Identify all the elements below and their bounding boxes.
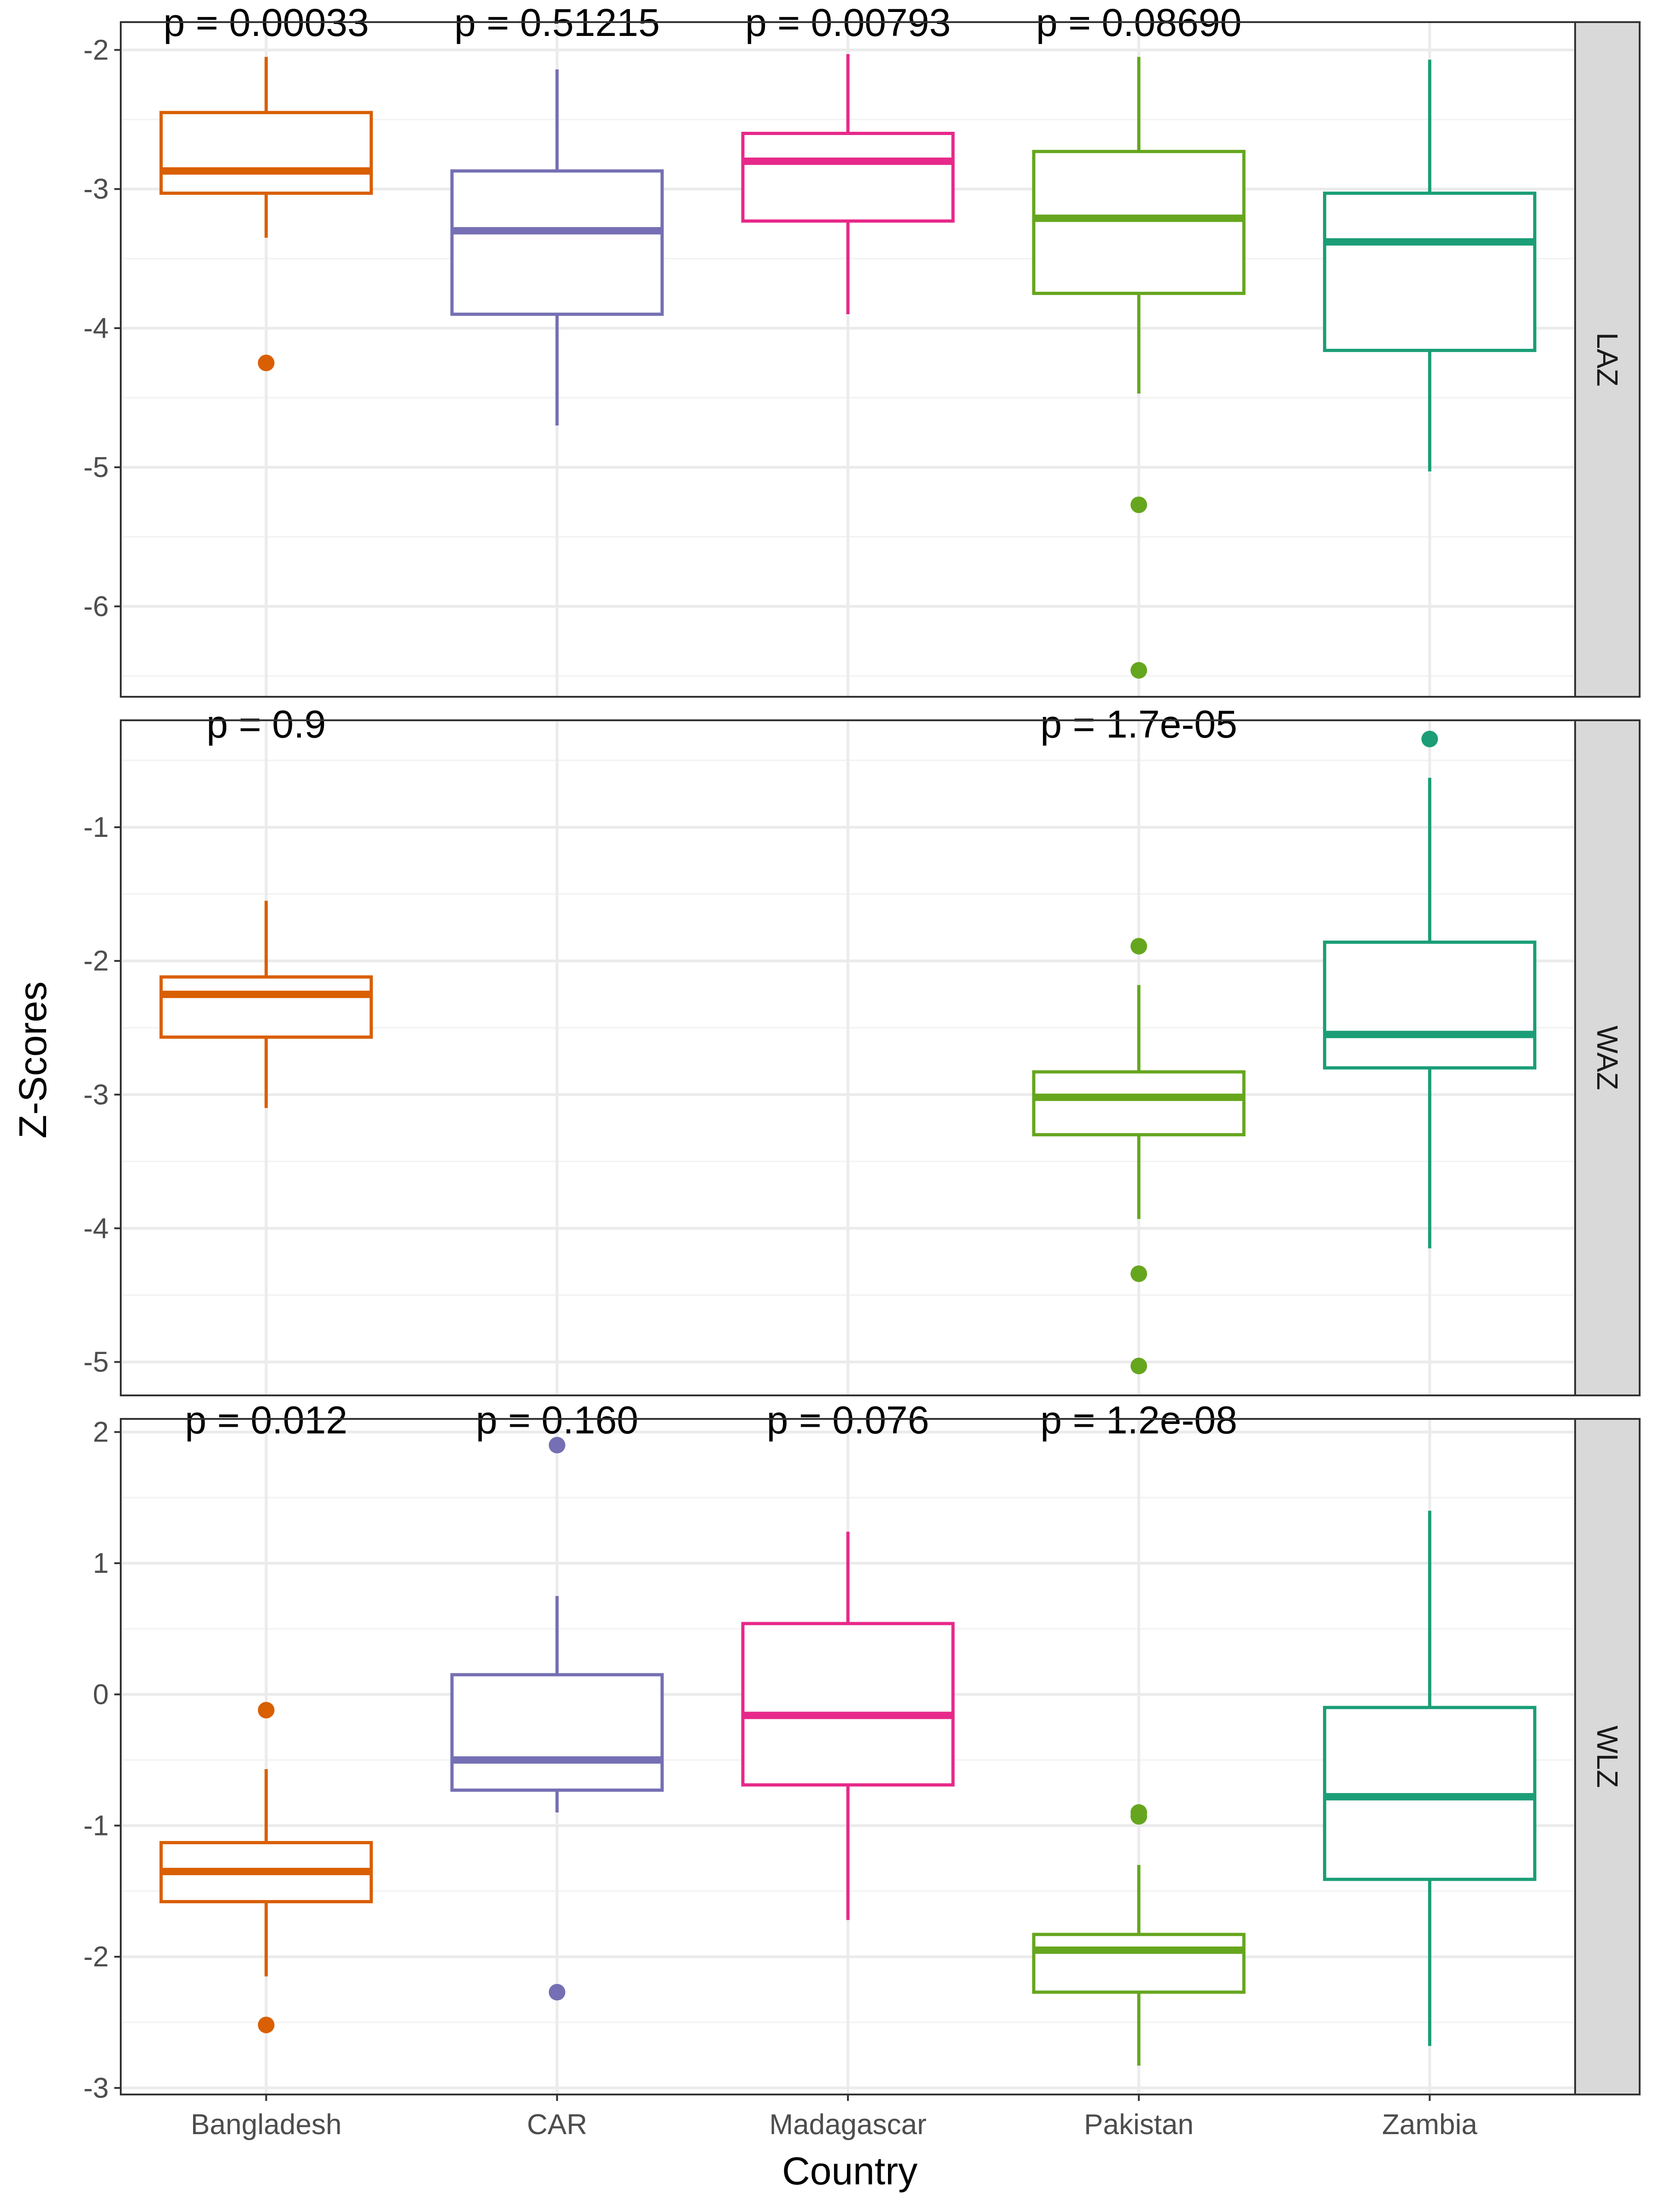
facet-strip-label: WLZ [1591,1725,1624,1788]
y-tick-label: -2 [83,34,109,66]
box-iqr [1323,941,1536,1070]
box-car [450,1436,664,2000]
box-iqr [1032,1933,1246,1994]
y-tick-label: -5 [83,1346,109,1378]
y-tick-label: -2 [83,945,109,977]
p-value-label: p = 0.9 [206,703,326,746]
y-tick-label: -3 [83,173,109,205]
outlier-point [1130,1358,1147,1375]
facet-strip-label: LAZ [1591,332,1624,386]
box-iqr [159,111,373,195]
y-axis-title: Z-Scores [11,982,54,1139]
p-value-label: p = 1.7e-05 [1041,703,1237,746]
y-tick-label: -6 [83,591,109,623]
outlier-point [548,1983,565,2000]
outlier-point [258,1701,275,1718]
outlier-point [1130,1265,1147,1282]
box-zambia [1323,1511,1536,2046]
outlier-point [258,2017,275,2034]
box-car [450,69,664,426]
facet-strip [1574,1418,1641,2095]
x-axis: Bangladesh CAR Madagascar Pakistan Zambia [191,2094,1477,2141]
y-tick-label: 0 [93,1679,109,1711]
y-tick-label: -1 [83,1810,109,1841]
x-tick-label: Bangladesh [191,2109,342,2141]
y-tick-label: 1 [93,1547,109,1579]
outlier-point [1130,662,1147,679]
y-tick-label: -4 [83,1212,109,1244]
box-iqr [741,1622,955,1787]
box-bangladesh [159,900,373,1108]
p-value-label: p = 0.076 [767,1398,930,1441]
p-value-label: p = 1.2e-08 [1041,1398,1237,1441]
y-tick-label: -1 [83,812,109,843]
outlier-point [1421,730,1438,747]
y-tick-label: -3 [83,2072,109,2104]
y-tick-label: -4 [83,312,109,344]
p-value-label: p = 0.012 [185,1398,347,1441]
outlier-point [258,354,275,371]
box-iqr [1032,1070,1246,1136]
box-pakistan [1032,57,1246,679]
outlier-point [1130,496,1147,513]
box-iqr [1032,150,1246,295]
facet-laz: p = 0.00033 p = 0.51215 p = 0.00793 p = 0.0… [83,1,1641,698]
y-tick-label: 2 [93,1416,109,1448]
facet-waz: p = 0.9 p = 1.7e-05 -5 -4 -3 -2 -1 WAZ [83,703,1641,1396]
box-madagascar [741,1531,955,1920]
box-bangladesh [159,1701,373,2034]
box-iqr [1323,191,1536,352]
facet-strip [1574,21,1641,698]
facet-wlz: p = 0.012 p = 0.160 p = 0.076 p = 1.2e-08 -3… [83,1398,1641,2104]
facet-strip-label: WAZ [1591,1026,1624,1090]
box-pakistan [1032,1804,1246,2066]
outlier-point [548,1436,565,1453]
y-tick-label: -5 [83,452,109,483]
box-zambia [1323,730,1536,1248]
box-iqr [450,169,664,316]
box-iqr [450,1673,664,1792]
box-iqr [741,131,955,223]
y-tick-label: -3 [83,1079,109,1111]
x-tick-label: CAR [527,2109,587,2141]
y-tick-label: -2 [83,1941,109,1973]
x-tick-label: Zambia [1382,2109,1477,2141]
box-pakistan [1032,938,1246,1375]
x-axis-title: Country [782,2149,918,2193]
box-bangladesh [159,57,373,371]
facet-strip [1574,719,1641,1396]
box-iqr [159,975,373,1039]
outlier-point [1130,938,1147,955]
x-tick-label: Madagascar [769,2109,926,2141]
outlier-point [1130,1808,1147,1825]
box-zambia [1323,59,1536,471]
p-value-label: p = 0.160 [476,1398,638,1441]
facet-panels: p = 0.00033 p = 0.51215 p = 0.00793 p = 0.0… [83,1,1641,2104]
box-madagascar [741,54,955,314]
x-tick-label: Pakistan [1084,2109,1194,2141]
